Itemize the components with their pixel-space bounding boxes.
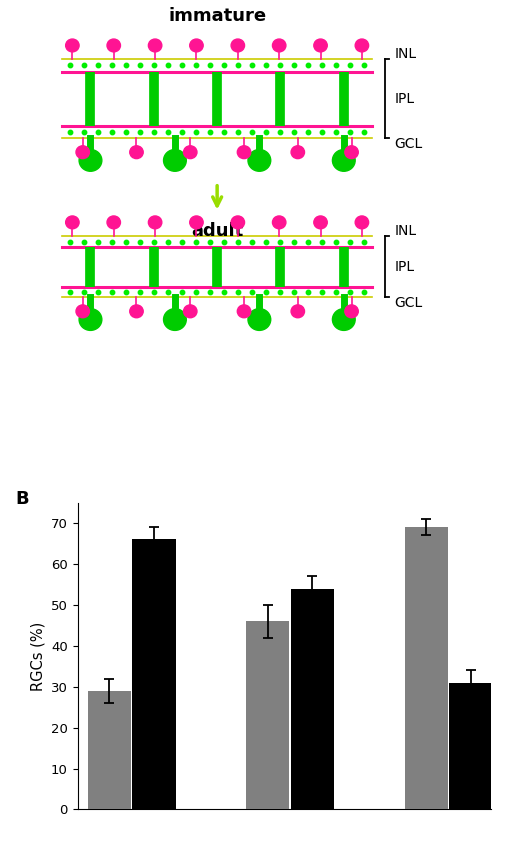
Text: GCL: GCL [394, 137, 423, 152]
Circle shape [237, 305, 251, 318]
Bar [246, 621, 290, 809]
Bar [291, 589, 334, 809]
Circle shape [314, 216, 327, 229]
Circle shape [107, 216, 120, 229]
Circle shape [272, 216, 286, 229]
Circle shape [184, 146, 197, 158]
Circle shape [130, 305, 143, 318]
Text: adult: adult [191, 222, 244, 240]
Text: B: B [16, 490, 29, 508]
Text: INL: INL [394, 48, 417, 61]
Circle shape [332, 308, 355, 331]
Circle shape [231, 39, 245, 52]
Text: INL: INL [394, 224, 417, 239]
Circle shape [248, 308, 271, 331]
Bar [132, 539, 176, 809]
Text: immature: immature [168, 8, 266, 26]
Circle shape [76, 146, 89, 158]
Circle shape [107, 39, 120, 52]
Circle shape [272, 39, 286, 52]
Bar [449, 682, 493, 809]
Text: GCL: GCL [394, 296, 423, 310]
Circle shape [237, 146, 251, 158]
Circle shape [163, 308, 186, 331]
Circle shape [190, 39, 203, 52]
Bar [405, 527, 448, 809]
Circle shape [291, 146, 305, 158]
Circle shape [248, 150, 271, 171]
Text: IPL: IPL [394, 92, 415, 106]
Circle shape [79, 308, 102, 331]
Circle shape [130, 146, 143, 158]
Circle shape [231, 216, 245, 229]
Y-axis label: RGCs (%): RGCs (%) [31, 621, 45, 691]
Circle shape [148, 39, 162, 52]
Circle shape [163, 150, 186, 171]
Circle shape [345, 146, 358, 158]
Bar [88, 691, 131, 809]
Circle shape [66, 39, 79, 52]
Circle shape [314, 39, 327, 52]
Circle shape [332, 150, 355, 171]
Circle shape [345, 305, 358, 318]
Circle shape [79, 150, 102, 171]
Circle shape [148, 216, 162, 229]
Circle shape [355, 39, 369, 52]
Circle shape [291, 305, 305, 318]
Circle shape [184, 305, 197, 318]
Circle shape [190, 216, 203, 229]
Text: IPL: IPL [394, 260, 415, 273]
Circle shape [355, 216, 369, 229]
Circle shape [76, 305, 89, 318]
Circle shape [66, 216, 79, 229]
